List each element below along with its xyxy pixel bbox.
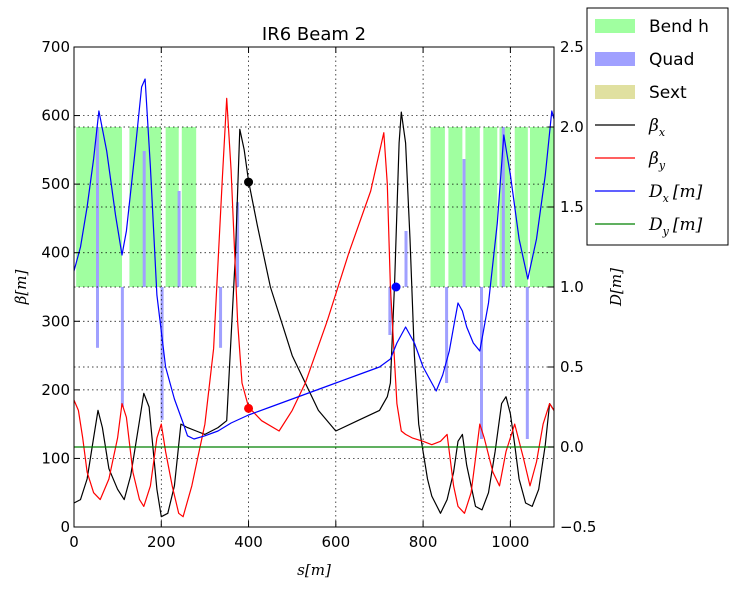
bend-h-band [448,127,463,287]
legend-subscript: x [663,192,670,205]
legend-suffix: [m] [673,182,703,202]
x-tick-label: 1000 [491,533,529,551]
quad-band [177,191,181,287]
y-left-tick-label: 300 [41,312,70,330]
quad-band [219,287,223,348]
y-axis-left-label: β[m] [12,270,30,306]
y-right-tick-label: 2.0 [560,118,584,136]
y-left-tick-label: 200 [41,381,70,399]
y-left-tick-label: 100 [41,449,70,467]
quad-band [525,287,529,439]
bend-h-band [483,127,498,287]
quad-band [462,159,466,287]
legend-subscript: y [658,159,666,172]
y-right-tick-label: 0.5 [560,358,584,376]
bend-h-band [181,127,197,287]
quad-band [160,287,164,420]
legend-label: Quad [649,50,694,70]
legend-label: Dy [m] [648,215,703,238]
quad-band [120,287,124,407]
series-lines [73,78,555,518]
quad-band [501,127,505,287]
y-right-tick-label: 1.5 [560,198,584,216]
x-tick-label: 400 [234,533,263,551]
bend-h-band [499,127,511,287]
x-axis: 0 200 400 600 800 1000 [69,47,529,551]
legend-swatch [595,52,635,66]
legend-box [586,7,729,246]
bend-h-band [514,127,528,287]
legend-label: Dx [m] [648,182,703,205]
quad-band [445,287,449,383]
y-axis-right: −0.5 0.0 0.5 1.0 1.5 2.0 2.5 [548,38,596,536]
x-axis-label: s[m] [297,561,331,579]
markers [244,177,401,413]
quad-band [404,231,408,287]
bend-h-band [465,127,480,287]
x-tick-label: 600 [321,533,350,551]
x-tick-label: 800 [409,533,438,551]
element-bands [76,127,554,439]
y-left-tick-label: 700 [41,38,70,56]
y-left-tick-label: 400 [41,244,70,262]
legend-label: Sext [649,83,687,103]
data-point-marker [244,177,254,187]
y-axis-left: 0 100 200 300 400 500 600 700 [41,38,80,536]
chart-title: IR6 Beam 2 [262,24,366,45]
x-tick-label: 0 [69,533,79,551]
quad-band [480,287,483,439]
quad-band [142,151,146,287]
series-line-d-x-m [73,78,555,440]
x-tick-label: 200 [147,533,176,551]
legend-subscript: x [659,126,666,139]
y-left-tick-label: 500 [41,175,70,193]
quad-band [236,202,240,287]
legend-label: Bend h [649,17,709,37]
y-axis-right-label: D[m] [607,268,625,307]
y-right-tick-label: 0.0 [560,438,584,456]
data-point-marker [244,403,254,413]
y-right-tick-label: 1.0 [560,278,584,296]
legend-suffix: [m] [673,215,703,235]
data-point-marker [391,282,401,292]
quad-band [96,127,99,348]
y-right-tick-label: −0.5 [560,518,596,536]
legend-subscript: y [662,225,670,238]
legend-swatch [595,19,635,33]
legend-swatch [595,85,635,99]
quad-band [388,287,392,335]
series-line--x [73,111,555,518]
y-left-tick-label: 0 [60,518,70,536]
y-left-tick-label: 600 [41,107,70,125]
bend-h-band [430,127,445,287]
bend-h-band [165,127,179,287]
y-right-tick-label: 2.5 [560,38,584,56]
